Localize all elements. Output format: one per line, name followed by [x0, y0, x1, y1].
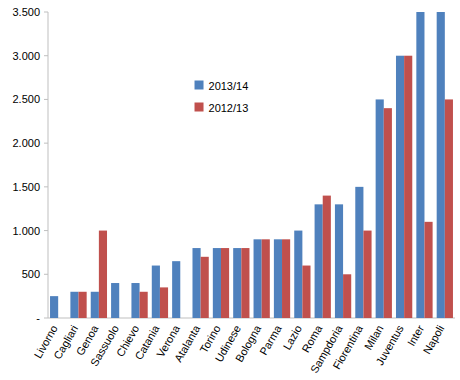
legend-swatch — [195, 81, 204, 90]
x-tick-label: Fiorentina — [330, 322, 365, 371]
y-tick — [44, 274, 48, 275]
x-axis — [48, 318, 455, 319]
y-tick — [44, 55, 48, 56]
bar — [70, 292, 78, 318]
bar — [323, 196, 331, 318]
bar — [315, 204, 323, 318]
bar — [221, 248, 229, 318]
bar — [201, 257, 209, 318]
y-tick-label: 2.000 — [12, 137, 40, 149]
bar — [404, 56, 412, 318]
y-tick — [44, 12, 48, 13]
y-tick — [44, 230, 48, 231]
y-axis — [48, 12, 49, 318]
bar — [396, 56, 404, 318]
bar — [376, 99, 384, 318]
bar — [363, 231, 371, 318]
bar — [213, 248, 221, 318]
y-tick-label: 3.000 — [12, 50, 40, 62]
legend: 2013/14 2012/13 — [195, 80, 249, 114]
bar — [233, 248, 241, 318]
bar — [192, 248, 200, 318]
bar — [437, 12, 445, 318]
bar — [91, 292, 99, 318]
x-tick-label: Juventus — [373, 323, 406, 368]
bar — [99, 231, 107, 318]
x-tick-label: Bologna — [233, 322, 264, 364]
chart: -5001.0001.5002.0002.5003.0003.500Livorn… — [0, 0, 460, 380]
bar — [160, 287, 168, 318]
bar — [355, 187, 363, 318]
bar — [50, 296, 58, 318]
bar — [274, 239, 282, 318]
bars — [50, 12, 453, 318]
y-tick-label: 1.500 — [12, 181, 40, 193]
bar — [445, 99, 453, 318]
bar — [416, 12, 424, 318]
bar — [335, 204, 343, 318]
y-tick — [44, 318, 48, 319]
x-tick-label: Napoli — [421, 323, 447, 356]
x-tick-label: Parma — [257, 322, 284, 357]
bar — [294, 231, 302, 318]
legend-label: 2012/13 — [209, 102, 249, 114]
y-tick — [44, 186, 48, 187]
bar — [282, 239, 290, 318]
y-tick — [44, 99, 48, 100]
y-tick-label: - — [36, 312, 40, 324]
bar — [241, 248, 249, 318]
y-tick-label: 2.500 — [12, 93, 40, 105]
y-tick-label: 1.000 — [12, 225, 40, 237]
bar — [343, 274, 351, 318]
bar — [79, 292, 87, 318]
y-tick-label: 3.500 — [12, 6, 40, 18]
bar — [140, 292, 148, 318]
bar — [152, 266, 160, 318]
x-tick-label: Cagliari — [51, 323, 80, 361]
bar — [262, 239, 270, 318]
legend-swatch — [195, 103, 204, 112]
y-tick — [44, 143, 48, 144]
bar — [172, 261, 180, 318]
bar — [254, 239, 262, 318]
bar — [111, 283, 119, 318]
x-tick-label: Sassuolo — [88, 323, 121, 368]
bar — [384, 108, 392, 318]
bar — [302, 266, 310, 318]
bar — [424, 222, 432, 318]
legend-label: 2013/14 — [209, 80, 249, 92]
y-tick-label: 500 — [22, 268, 40, 280]
bar — [131, 283, 139, 318]
x-tick-label: Atalanta — [172, 322, 203, 364]
